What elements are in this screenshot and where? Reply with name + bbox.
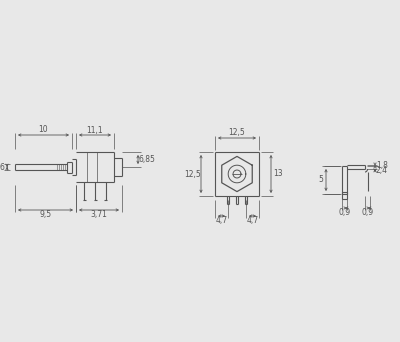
Text: 9,5: 9,5 (40, 210, 52, 220)
Text: 2,4: 2,4 (376, 166, 388, 174)
Text: 1,8: 1,8 (376, 161, 388, 170)
Text: 12,5: 12,5 (229, 129, 245, 137)
Text: 3,71: 3,71 (90, 210, 108, 220)
Text: 4,7: 4,7 (246, 216, 258, 225)
Text: 5: 5 (318, 175, 324, 184)
Text: 13: 13 (273, 170, 283, 179)
Text: 11,1: 11,1 (87, 126, 103, 134)
Text: 4,7: 4,7 (216, 216, 228, 225)
Text: 12,5: 12,5 (185, 170, 201, 179)
Text: 6,85: 6,85 (138, 155, 156, 164)
Text: 0,9: 0,9 (362, 209, 374, 218)
Text: 0,9: 0,9 (338, 209, 350, 218)
Text: 6: 6 (0, 162, 4, 171)
Text: 10: 10 (39, 126, 48, 134)
